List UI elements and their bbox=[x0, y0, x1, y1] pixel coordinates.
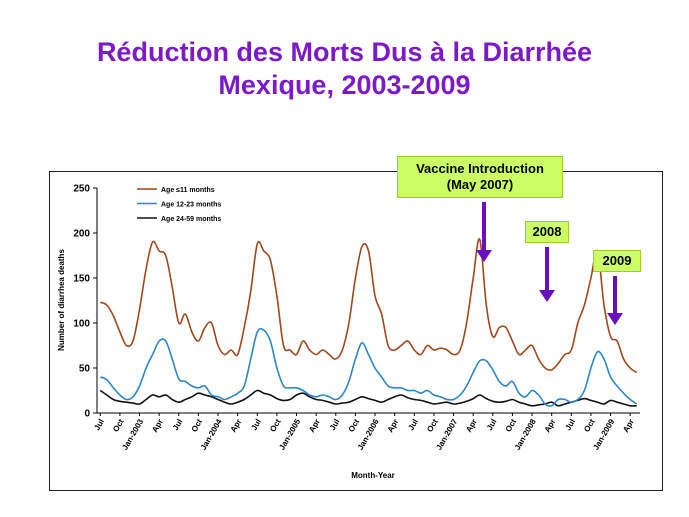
x-axis-title: Month-Year bbox=[351, 471, 395, 480]
slide-title: Réduction des Morts Dus à la Diarrhée Me… bbox=[0, 36, 689, 102]
x-tick-label: Oct bbox=[190, 417, 205, 433]
vaccine-callout-line-2: (May 2007) bbox=[446, 177, 514, 192]
y-axis-title: Number of diarrhea deaths bbox=[57, 249, 66, 351]
callout-arrow-head bbox=[539, 290, 555, 302]
x-tick-label: Oct bbox=[582, 417, 597, 433]
x-tick-label: Apr bbox=[307, 418, 322, 434]
vaccine-introduction-callout: Vaccine Introduction (May 2007) bbox=[397, 156, 563, 198]
x-tick-label: Apr bbox=[229, 418, 244, 434]
x-tick-label: Jul bbox=[406, 418, 420, 433]
x-tick-label: Oct bbox=[268, 417, 283, 433]
x-tick-label: Jul bbox=[485, 418, 499, 433]
y-tick-label: 150 bbox=[73, 274, 90, 285]
y-tick-label: 250 bbox=[73, 184, 90, 195]
y-tick-label: 0 bbox=[84, 409, 90, 420]
y-tick-label: 100 bbox=[73, 319, 90, 330]
title-line-1: Réduction des Morts Dus à la Diarrhée bbox=[96, 37, 593, 67]
x-tick-label: Apr bbox=[150, 418, 165, 434]
callout-arrow-head bbox=[607, 313, 623, 325]
series-line-age-11-months bbox=[99, 238, 638, 374]
x-tick-label: Jul bbox=[563, 418, 577, 433]
x-tick-label: Jul bbox=[249, 418, 263, 433]
x-tick-label: Jul bbox=[328, 418, 342, 433]
y-tick-label: 200 bbox=[73, 229, 90, 240]
series-line-age-24-59-months bbox=[99, 389, 637, 407]
legend-entry-age-24-59-months: Age 24-59 months bbox=[161, 216, 221, 223]
title-line-2: Mexique, 2003-2009 bbox=[218, 70, 471, 100]
series-line-age-12-23-months bbox=[100, 327, 638, 407]
x-tick-label: Apr bbox=[464, 418, 479, 434]
x-tick-label: Apr bbox=[543, 418, 558, 434]
callout-arrow-head bbox=[476, 250, 492, 262]
x-tick-label: Jul bbox=[171, 418, 185, 433]
vaccine-callout-line-1: Vaccine Introduction bbox=[416, 161, 544, 176]
x-tick-label: Oct bbox=[504, 417, 519, 433]
x-tick-label: Apr bbox=[386, 418, 401, 434]
x-tick-label: Jul bbox=[92, 418, 106, 433]
x-tick-label: Oct bbox=[425, 417, 440, 433]
x-tick-label: Oct bbox=[347, 417, 362, 433]
legend-entry-age-12-23-months: Age 12-23 months bbox=[161, 202, 221, 209]
year-2008-callout: 2008 bbox=[525, 221, 569, 243]
x-tick-label: Apr bbox=[621, 418, 636, 434]
y-tick-label: 50 bbox=[79, 364, 91, 375]
legend-entry-age-11-months: Age ≤11 months bbox=[161, 187, 215, 194]
x-tick-label: Oct bbox=[111, 417, 126, 433]
year-2009-callout: 2009 bbox=[593, 250, 641, 272]
